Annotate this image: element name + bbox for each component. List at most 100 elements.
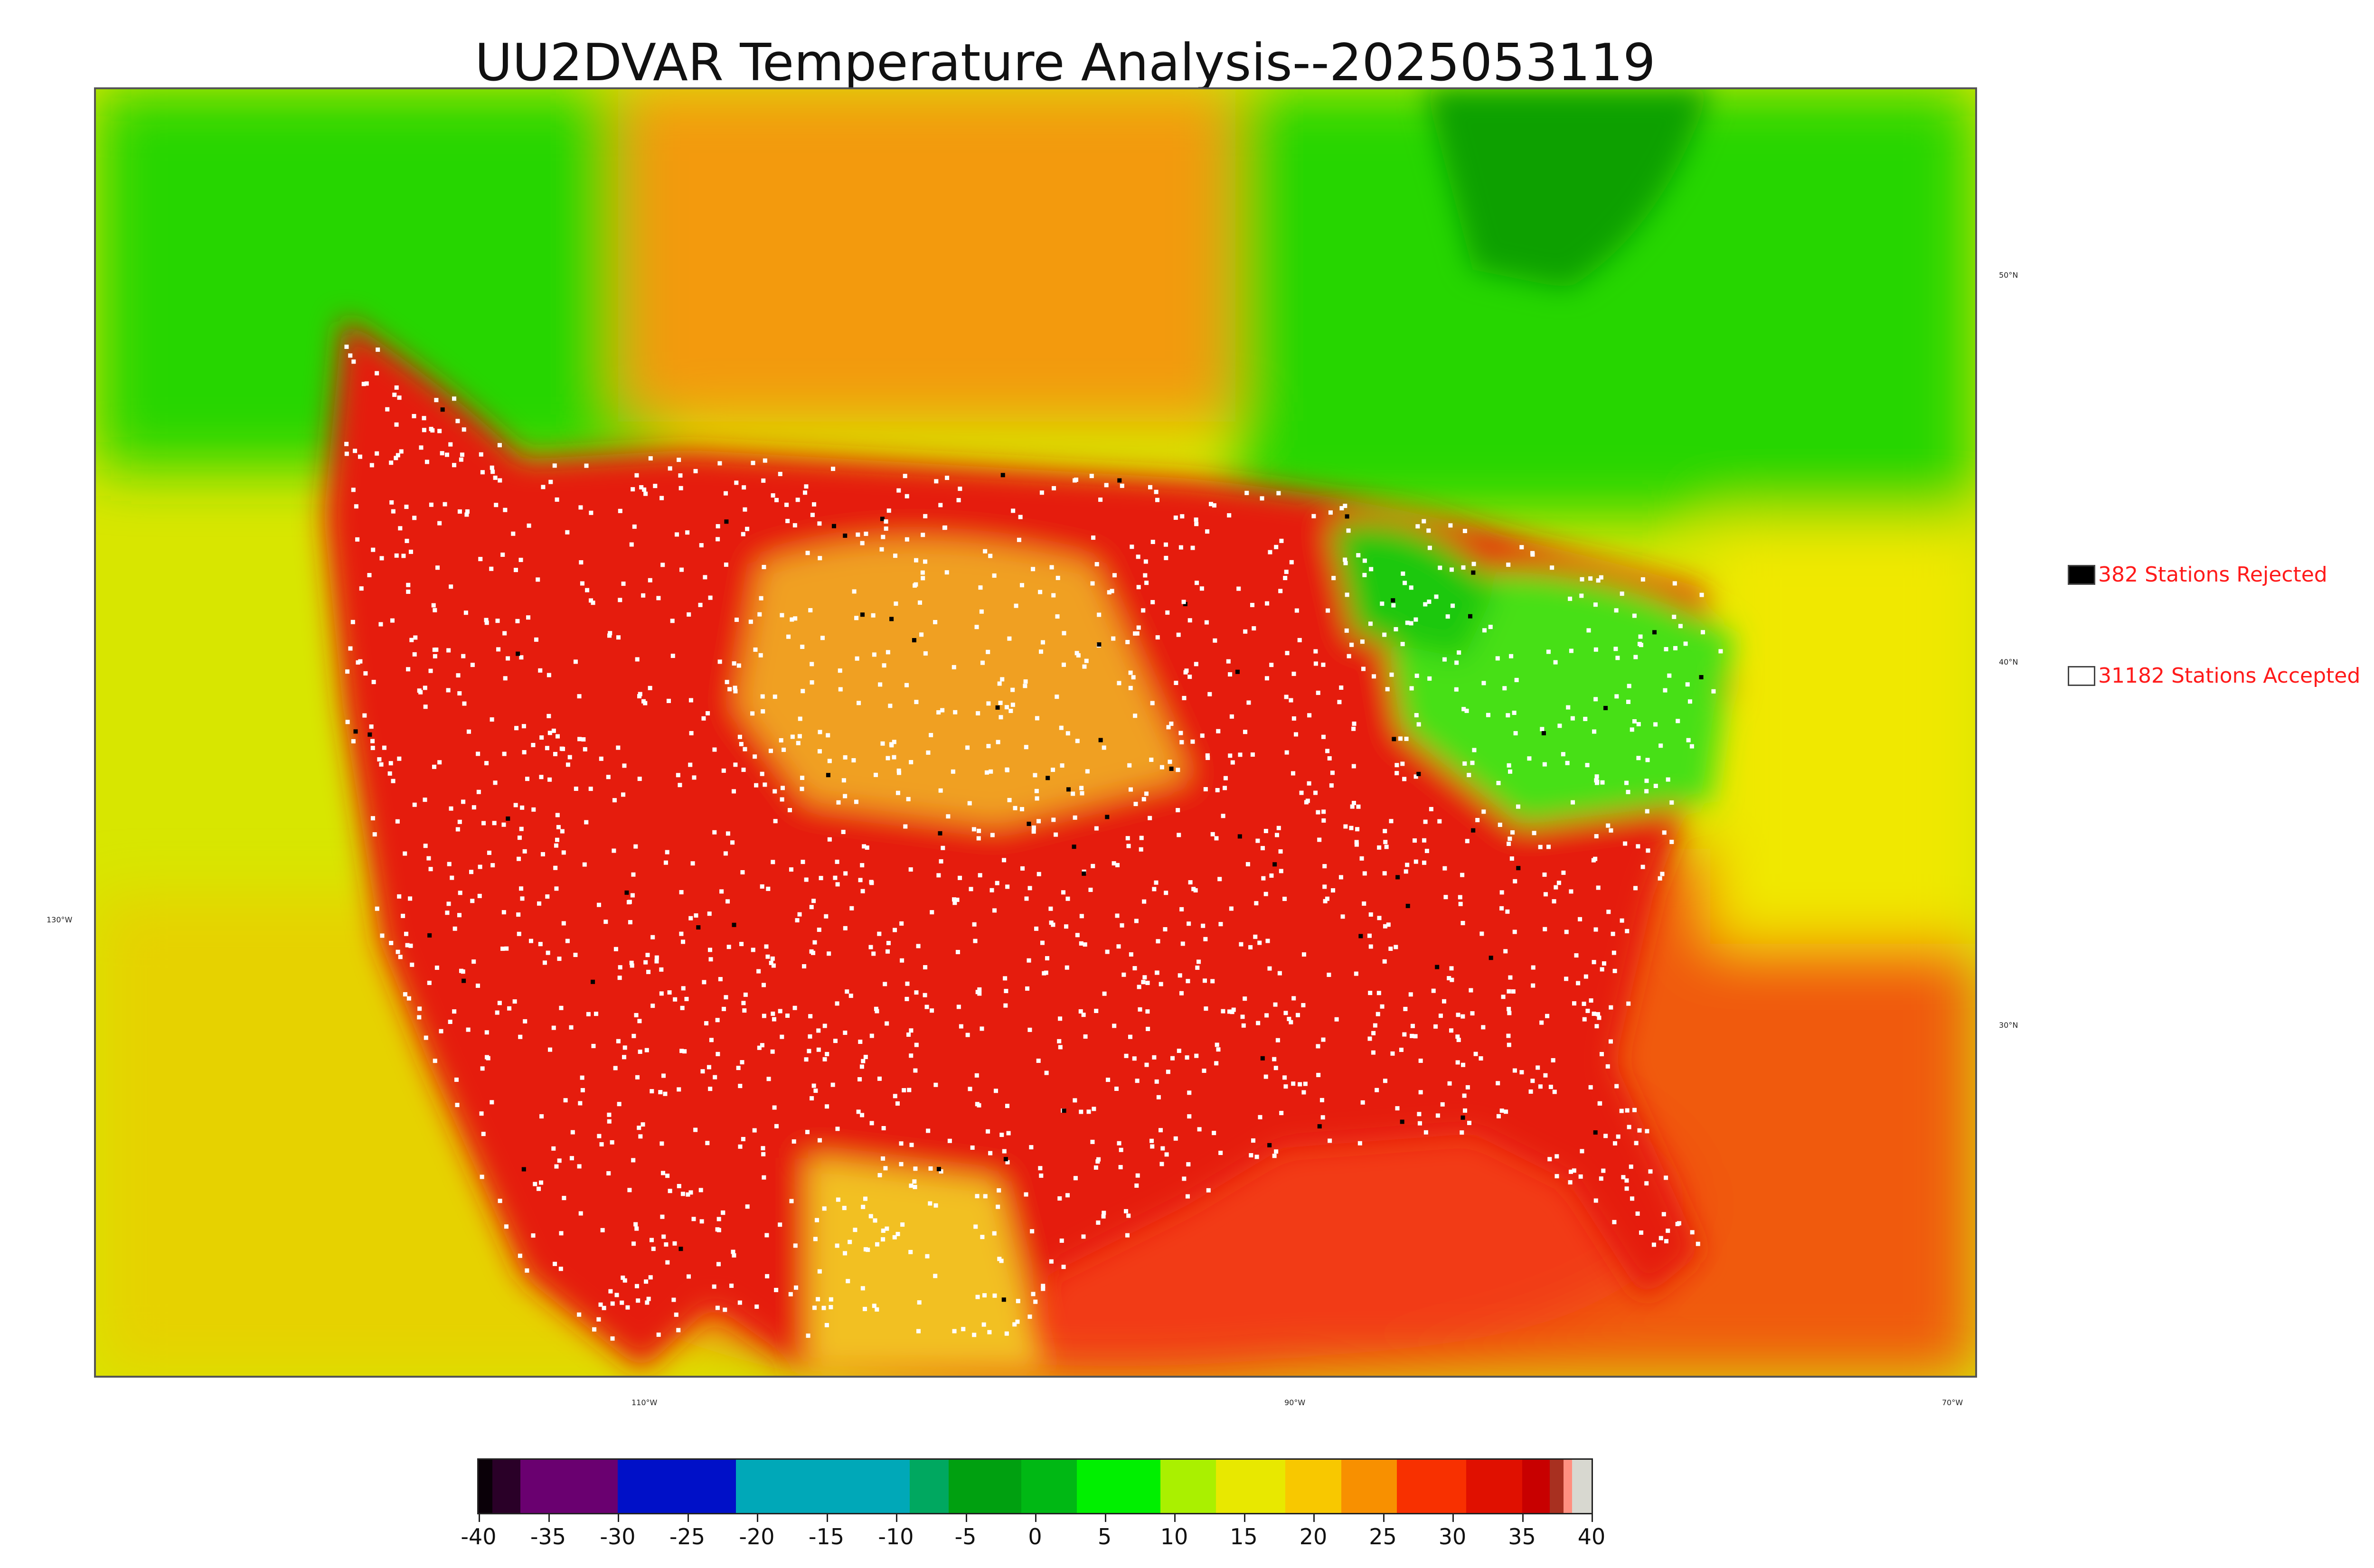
station-marker xyxy=(958,875,962,880)
station-marker xyxy=(1291,716,1296,721)
station-marker xyxy=(644,1279,649,1284)
station-marker xyxy=(892,1235,897,1239)
station-marker xyxy=(643,491,648,496)
station-marker xyxy=(516,651,520,656)
station-marker xyxy=(516,912,521,917)
station-marker xyxy=(1345,514,1349,519)
station-marker xyxy=(1640,864,1645,869)
station-marker xyxy=(818,730,822,734)
station-marker xyxy=(629,542,634,547)
station-marker xyxy=(805,1130,810,1135)
station-marker xyxy=(1145,1009,1150,1014)
station-marker xyxy=(756,969,761,974)
station-marker xyxy=(638,1049,642,1054)
station-marker xyxy=(1327,972,1331,977)
station-marker xyxy=(389,940,394,945)
station-marker xyxy=(1229,906,1234,911)
station-marker xyxy=(1614,608,1619,613)
station-marker xyxy=(345,720,350,724)
station-marker xyxy=(1186,979,1190,984)
colorbar-ticks: -40 -35 -30 -25 -20 -15 -10 -5 0 5 10 15 20 25 30 35 40 xyxy=(0,1514,2374,1552)
station-marker xyxy=(452,396,457,401)
station-marker xyxy=(1471,828,1476,833)
station-marker xyxy=(812,940,817,945)
station-marker xyxy=(1114,1086,1119,1091)
station-marker xyxy=(942,526,947,530)
station-marker xyxy=(1255,838,1260,843)
station-marker xyxy=(1368,944,1373,949)
station-marker xyxy=(634,1013,639,1017)
station-marker xyxy=(1508,769,1513,774)
station-marker xyxy=(809,949,814,954)
station-marker xyxy=(1154,880,1159,885)
station-marker xyxy=(1389,672,1394,677)
station-marker xyxy=(446,688,451,693)
station-marker xyxy=(810,662,814,667)
station-marker xyxy=(677,458,681,462)
station-marker xyxy=(553,865,558,870)
station-marker xyxy=(1098,498,1103,502)
station-marker xyxy=(886,949,890,954)
station-marker xyxy=(1115,863,1120,867)
station-marker xyxy=(750,711,755,716)
station-marker xyxy=(851,758,856,763)
station-marker xyxy=(639,485,644,489)
station-marker xyxy=(1085,769,1090,774)
station-marker xyxy=(897,770,902,775)
station-marker xyxy=(1605,1064,1610,1069)
station-marker xyxy=(892,755,896,760)
colorbar-tick-label: -10 xyxy=(878,1524,914,1549)
station-marker xyxy=(817,749,822,754)
station-marker xyxy=(1090,1139,1095,1144)
station-marker xyxy=(1630,1196,1635,1201)
station-marker xyxy=(1144,581,1149,585)
station-marker xyxy=(896,488,901,493)
station-marker xyxy=(1580,1149,1584,1154)
station-marker xyxy=(1413,859,1418,864)
station-marker xyxy=(818,556,822,561)
station-marker xyxy=(537,1186,541,1191)
station-marker xyxy=(1352,801,1356,806)
station-marker xyxy=(1264,676,1269,681)
station-marker xyxy=(822,1057,827,1061)
colorbar-tick-label: 5 xyxy=(1097,1524,1112,1549)
station-marker xyxy=(757,612,762,617)
station-marker xyxy=(490,863,495,868)
station-marker xyxy=(622,763,627,768)
station-marker xyxy=(525,1268,529,1273)
station-marker xyxy=(913,1184,917,1189)
station-marker xyxy=(507,1006,512,1011)
station-marker xyxy=(490,465,494,470)
station-marker xyxy=(761,478,766,483)
station-marker xyxy=(1164,555,1168,560)
station-marker xyxy=(1321,818,1326,823)
station-marker xyxy=(1002,858,1007,863)
station-marker xyxy=(1488,625,1493,629)
station-marker xyxy=(523,1019,528,1023)
station-marker xyxy=(1146,1026,1150,1031)
station-marker xyxy=(394,553,399,558)
station-marker xyxy=(1052,486,1056,490)
station-marker xyxy=(1230,1010,1234,1014)
station-marker xyxy=(701,716,706,721)
station-marker xyxy=(881,1156,886,1161)
station-marker xyxy=(852,589,857,594)
station-marker xyxy=(1360,639,1365,644)
station-marker xyxy=(974,625,979,629)
colorbar-tick-label: -20 xyxy=(739,1524,775,1549)
station-marker xyxy=(1462,761,1467,766)
station-marker xyxy=(1230,760,1235,765)
station-marker xyxy=(500,947,505,951)
station-marker xyxy=(872,1304,876,1308)
station-marker xyxy=(1102,745,1106,750)
station-marker xyxy=(1572,1001,1577,1006)
station-marker xyxy=(1091,535,1096,540)
station-marker xyxy=(646,969,651,974)
station-marker xyxy=(1039,649,1044,654)
station-marker xyxy=(493,780,498,785)
station-marker xyxy=(1344,628,1349,633)
station-marker xyxy=(1058,1016,1063,1021)
station-marker xyxy=(1133,631,1138,636)
station-marker xyxy=(1434,594,1439,599)
station-marker xyxy=(1400,642,1405,647)
